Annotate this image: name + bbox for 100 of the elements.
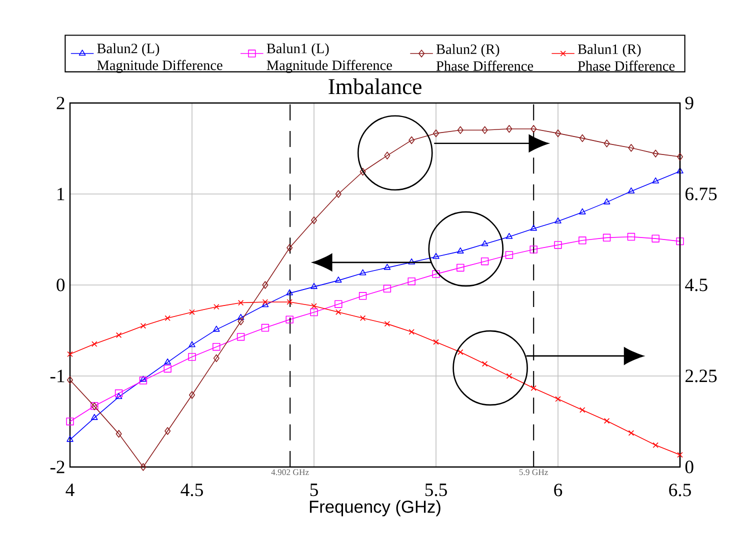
point [505, 251, 514, 259]
y-tick-label: 2 [56, 96, 64, 110]
point [164, 364, 172, 373]
point [432, 252, 440, 259]
point [310, 308, 318, 316]
point [578, 208, 586, 214]
point [286, 299, 292, 305]
point [91, 414, 98, 420]
point [336, 309, 342, 315]
point [481, 240, 488, 246]
x-tick-label: 4.5 [180, 484, 203, 496]
point [480, 257, 489, 266]
point [603, 198, 610, 204]
y2-tick-label: 6.75 [686, 188, 717, 200]
point [66, 418, 74, 426]
ref-line-label: 4.902 GHz [271, 469, 309, 476]
y-tick-label: -1 [50, 370, 64, 382]
point [408, 329, 414, 335]
x-tick-label: 6 [554, 484, 562, 496]
point [432, 270, 440, 278]
point [262, 281, 268, 289]
point [311, 216, 317, 224]
point [676, 152, 683, 161]
point [334, 300, 342, 308]
point [530, 385, 536, 391]
point [335, 276, 342, 283]
point [628, 144, 634, 152]
point [652, 442, 658, 448]
point [456, 264, 464, 272]
point [677, 452, 683, 458]
point [555, 396, 561, 402]
point [580, 407, 586, 413]
point [189, 391, 196, 399]
point [213, 326, 220, 332]
point [530, 125, 537, 133]
point [408, 136, 415, 144]
point [116, 430, 122, 438]
point [237, 314, 244, 320]
point [383, 284, 392, 292]
point [115, 393, 122, 400]
point [555, 129, 561, 138]
x-axis-title: Frequency (GHz) [310, 500, 440, 516]
point [506, 125, 512, 133]
point [602, 234, 611, 242]
point [140, 322, 146, 329]
ref-line-label: 5.9 GHz [519, 469, 548, 476]
point [358, 292, 367, 300]
point [236, 332, 245, 341]
point [188, 341, 196, 348]
point [579, 134, 586, 142]
y2-tick-label: 2.25 [686, 370, 717, 382]
point [530, 246, 538, 254]
point [212, 343, 220, 351]
y-tick-label: -2 [50, 460, 64, 474]
point [627, 232, 636, 241]
x-tick-label: 4 [66, 484, 74, 496]
y-tick-label: 1 [58, 188, 64, 200]
point [652, 177, 659, 184]
point [262, 299, 268, 305]
point [676, 237, 684, 246]
point [604, 140, 610, 148]
legend-label: Balun2 (L) Magnitude Difference [97, 43, 222, 74]
point [457, 126, 464, 134]
point [628, 430, 634, 436]
point [310, 282, 318, 289]
point [286, 316, 294, 324]
point [408, 277, 416, 286]
point [139, 376, 148, 384]
point [140, 376, 147, 382]
point [554, 241, 562, 249]
point [433, 129, 439, 138]
point [652, 234, 660, 242]
x-tick-label: 6.5 [669, 484, 691, 496]
point [458, 349, 464, 355]
point [433, 339, 439, 345]
x-tick-label: 5 [310, 484, 318, 496]
point [66, 436, 74, 442]
point [188, 353, 196, 361]
point [92, 341, 98, 347]
y-tick-label: 0 [56, 278, 65, 292]
point [262, 301, 269, 308]
point [628, 187, 635, 194]
point [360, 168, 366, 176]
point [652, 150, 659, 158]
point [359, 269, 366, 276]
point [482, 126, 488, 134]
point [335, 190, 342, 198]
point [530, 224, 537, 231]
point [238, 300, 244, 306]
point [482, 361, 488, 367]
point [360, 315, 366, 322]
point [286, 244, 293, 252]
point [164, 358, 172, 364]
x-tick-label: 5.5 [425, 484, 447, 496]
point [164, 427, 171, 435]
point [164, 315, 170, 322]
y2-tick-label: 4.5 [685, 278, 708, 292]
point [286, 289, 294, 296]
point [578, 236, 586, 244]
point [214, 304, 220, 310]
